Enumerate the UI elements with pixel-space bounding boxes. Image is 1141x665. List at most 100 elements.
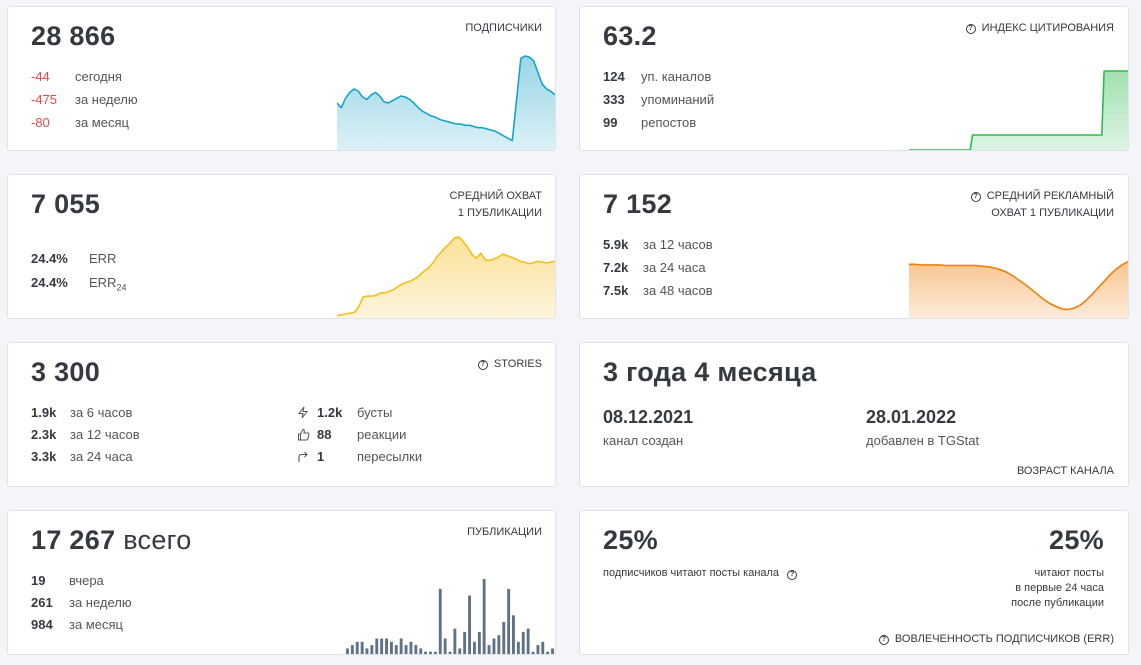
ad-reach-row-48h: 7.5k за 48 часов [603,283,713,298]
question-icon[interactable]: ? [970,192,981,202]
posts-bar [443,638,447,654]
posts-bar [370,645,374,654]
ad-reach-row-12h: 5.9k за 12 часов [603,237,713,252]
channel-age-label: ВОЗРАСТ КАНАЛА [1016,465,1114,477]
posts-bar [468,595,471,654]
channel-age: 3 года 4 месяца [603,357,817,387]
posts-bar [482,579,486,654]
reach-card[interactable]: 7 055 СРЕДНИЙ ОХВАТ 1 ПУБЛИКАЦИИ 24.4% ER… [7,174,556,319]
posts-row-yesterday: 19 вчера [31,573,104,588]
posts-bar [346,648,349,654]
posts-bar [433,651,437,654]
added-caption: добавлен в TGStat [866,433,980,448]
subscribers-row-week: -475 за неделю [31,92,138,107]
posts-bar [546,651,550,654]
stories-row-6h: 1.9k за 6 часов [31,405,133,420]
chart-area [909,261,1128,318]
citation-row-mentions: 333 упоминаний [603,92,715,107]
chart-line [337,55,555,142]
created-date: 08.12.2021 [603,407,694,427]
channel-age-card[interactable]: 3 года 4 месяца 08.12.2021 канал создан … [579,342,1129,487]
chart-line [909,260,1128,311]
posts-bar [399,638,403,654]
posts-bar [419,648,423,654]
posts-bar [360,641,364,654]
chart-area [337,56,555,150]
chart-area [337,237,555,318]
posts-bar [355,641,359,654]
posts-bar [487,645,491,654]
reach-row-err: 24.4% ERR [31,251,117,266]
posts-bar [394,645,398,654]
posts-bar [541,641,545,654]
posts-bar [526,628,530,654]
posts-bar [429,651,432,654]
stories-reactions: 88 реакции [297,427,406,442]
posts-bar [380,638,384,654]
reach-row-err24: 24.4% ERR24 [31,275,127,293]
chart-line [909,70,1128,150]
ad-reach-value: 7 152 [603,189,673,219]
posts-total: 17 267 всего [31,525,192,555]
ad-reach-card[interactable]: 7 152 ? СРЕДНИЙ РЕКЛАМНЫЙ ОХВАТ 1 ПУБЛИКА… [579,174,1129,319]
question-icon[interactable]: ? [878,635,889,645]
posts-card[interactable]: 17 267 всего ПУБЛИКАЦИИ 19 вчера 261 за не… [7,510,556,655]
engagement-label: ? ВОВЛЕЧЕННОСТЬ ПОДПИСЧИКОВ (ERR) [878,631,1114,648]
subscribers-count: 28 866 [31,21,116,51]
posts-bar [409,641,413,654]
posts-bar [507,588,511,654]
posts-bar [375,638,379,654]
subscribers-row-month: -80 за месяц [31,115,129,130]
posts-bar [531,651,535,654]
engagement-left-caption: подписчиков читают посты канала ? [603,566,798,581]
ad-reach-row-24h: 7.2k за 24 часа [603,260,706,275]
posts-bar [492,638,496,654]
posts-bar [458,648,462,654]
posts-label: ПУБЛИКАЦИИ [467,526,542,538]
posts-bar [385,638,388,654]
ad-reach-chart [909,260,1128,318]
question-icon[interactable]: ? [787,570,798,580]
engagement-percent-left: 25% [603,525,658,555]
citation-chart [909,70,1128,150]
created-caption: канал создан [603,433,684,448]
subscribers-row-today: -44 сегодня [31,69,122,84]
posts-bar [424,651,427,654]
posts-bar [512,615,515,654]
stories-label: ? STORIES [477,356,542,373]
question-icon[interactable]: ? [477,360,488,370]
subscribers-card[interactable]: 28 866 ПОДПИСЧИКИ -44 сегодня -475 за неде… [7,6,556,151]
stories-forwards: 1 пересылки [297,449,422,464]
posts-bar [477,631,481,654]
citation-row-reposts: 99 репостов [603,115,697,130]
posts-bar [516,641,520,654]
citation-label: ? ИНДЕКС ЦИТИРОВАНИЯ [965,20,1114,37]
reach-label: СРЕДНИЙ ОХВАТ 1 ПУБЛИКАЦИИ [449,190,542,219]
posts-bar [350,645,354,654]
stories-count: 3 300 [31,357,101,387]
citation-card[interactable]: 63.2 ? ИНДЕКС ЦИТИРОВАНИЯ 124 уп. каналов … [579,6,1129,151]
chart-line [337,236,555,317]
share-arrow-icon [298,451,308,462]
posts-bar [463,631,467,654]
ad-reach-label: ? СРЕДНИЙ РЕКЛАМНЫЙ ОХВАТ 1 ПУБЛИКАЦИИ [970,188,1114,222]
engagement-card[interactable]: 25% подписчиков читают посты канала ? 25… [579,510,1129,655]
posts-bar [551,648,554,654]
posts-bar [404,645,408,654]
stories-card[interactable]: 3 300 ? STORIES 1.9k за 6 часов 2.3k за 12 … [7,342,556,487]
average-reach: 7 055 [31,189,101,219]
posts-bar [438,588,442,654]
question-icon[interactable]: ? [965,24,976,34]
stories-boosts: 1.2k бусты [297,405,392,420]
lightning-icon [297,406,309,419]
thumbs-up-icon [298,428,310,441]
posts-bar [473,641,476,654]
stories-row-24h: 3.3k за 24 часа [31,449,133,464]
stories-row-12h: 2.3k за 12 часов [31,427,140,442]
posts-bar [453,628,457,654]
engagement-right-caption: читают посты в первые 24 часа после публ… [1011,567,1104,609]
subscribers-label: ПОДПИСЧИКИ [465,22,542,34]
posts-chart [346,579,554,654]
posts-bar [365,648,369,654]
added-date: 28.01.2022 [866,407,957,427]
